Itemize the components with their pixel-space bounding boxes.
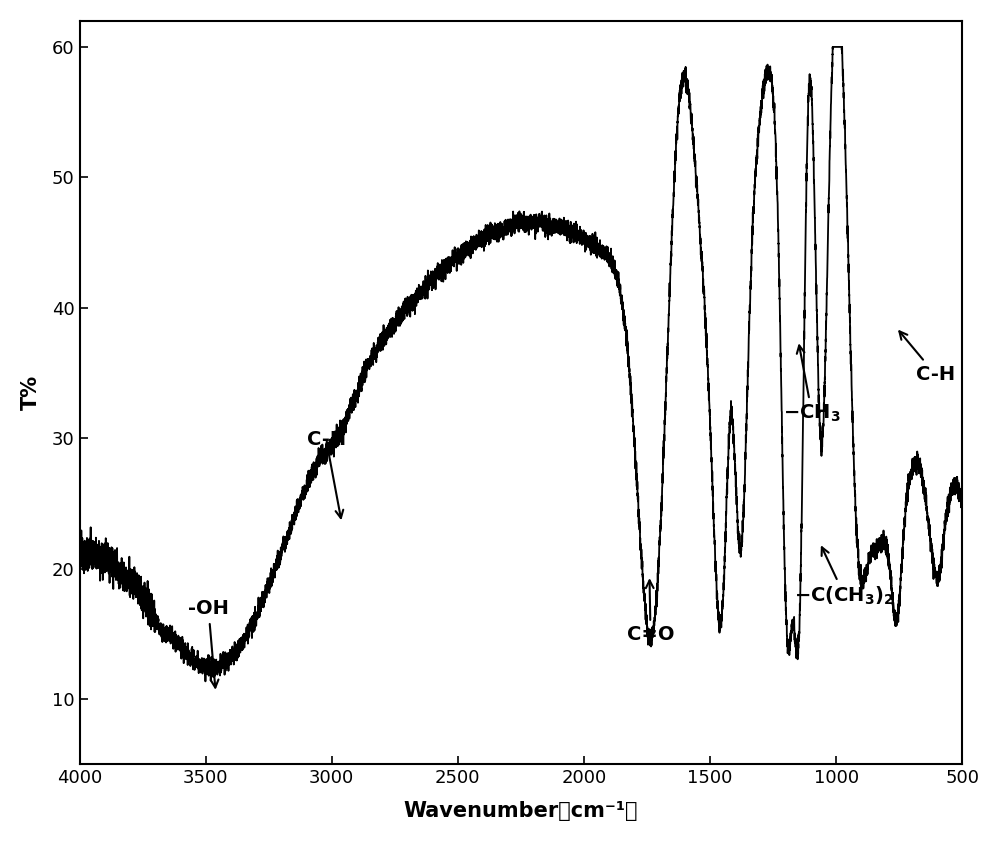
- Text: C-H: C-H: [899, 331, 955, 384]
- Text: $\mathbf{-CH_3}$: $\mathbf{-CH_3}$: [783, 345, 841, 424]
- Text: C-H: C-H: [307, 429, 346, 518]
- Text: -OH: -OH: [188, 600, 229, 688]
- Y-axis label: T%: T%: [21, 375, 41, 410]
- X-axis label: Wavenumber（cm⁻¹）: Wavenumber（cm⁻¹）: [404, 802, 638, 821]
- Text: C=O: C=O: [627, 580, 674, 644]
- Text: $\mathbf{-C(CH_3)_2}$: $\mathbf{-C(CH_3)_2}$: [794, 547, 894, 606]
